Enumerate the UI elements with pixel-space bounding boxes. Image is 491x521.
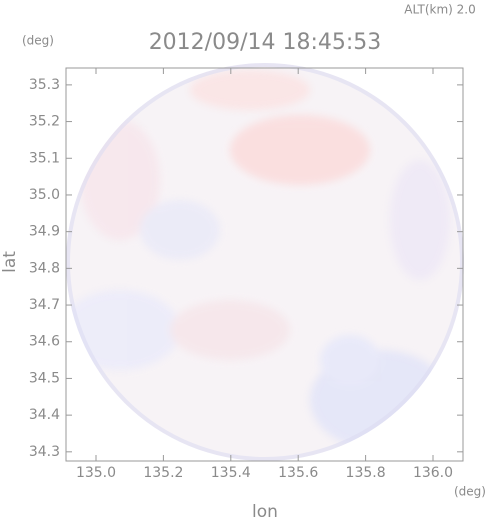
axes: 135.0 135.2 135.4 135.6 135.8 136.0 35.3 35.2 35… bbox=[29, 68, 463, 481]
radar-field bbox=[66, 63, 464, 461]
x-unit: (deg) bbox=[454, 485, 486, 499]
x-tick-label: 135.8 bbox=[346, 465, 386, 481]
x-tick-label: 136.0 bbox=[413, 465, 453, 481]
y-tick-label: 34.4 bbox=[29, 407, 60, 423]
y-tick-label: 35.1 bbox=[29, 150, 60, 166]
y-tick-label: 34.5 bbox=[29, 370, 60, 386]
y-tick-label: 34.6 bbox=[29, 334, 60, 350]
chart-title: 2012/09/14 18:45:53 bbox=[149, 30, 382, 55]
y-tick-label: 35.0 bbox=[29, 187, 60, 203]
y-tick-label: 34.8 bbox=[29, 260, 60, 276]
x-tick-label: 135.6 bbox=[278, 465, 318, 481]
y-tick-label: 34.3 bbox=[29, 444, 60, 460]
x-tick-label: 135.0 bbox=[76, 465, 116, 481]
y-unit: (deg) bbox=[22, 34, 54, 48]
y-tick-label: 35.2 bbox=[29, 114, 60, 130]
y-tick-label: 35.3 bbox=[29, 77, 60, 93]
plot-frame bbox=[65, 67, 464, 462]
x-axis-label: lon bbox=[252, 502, 278, 521]
x-tick-label: 135.2 bbox=[143, 465, 183, 481]
y-axis-label: lat bbox=[0, 251, 20, 273]
y-tick-label: 34.7 bbox=[29, 297, 60, 313]
y-tick-label: 34.9 bbox=[29, 224, 60, 240]
x-tick-label: 135.4 bbox=[211, 465, 251, 481]
altitude-annotation: ALT(km) 2.0 bbox=[404, 3, 475, 17]
